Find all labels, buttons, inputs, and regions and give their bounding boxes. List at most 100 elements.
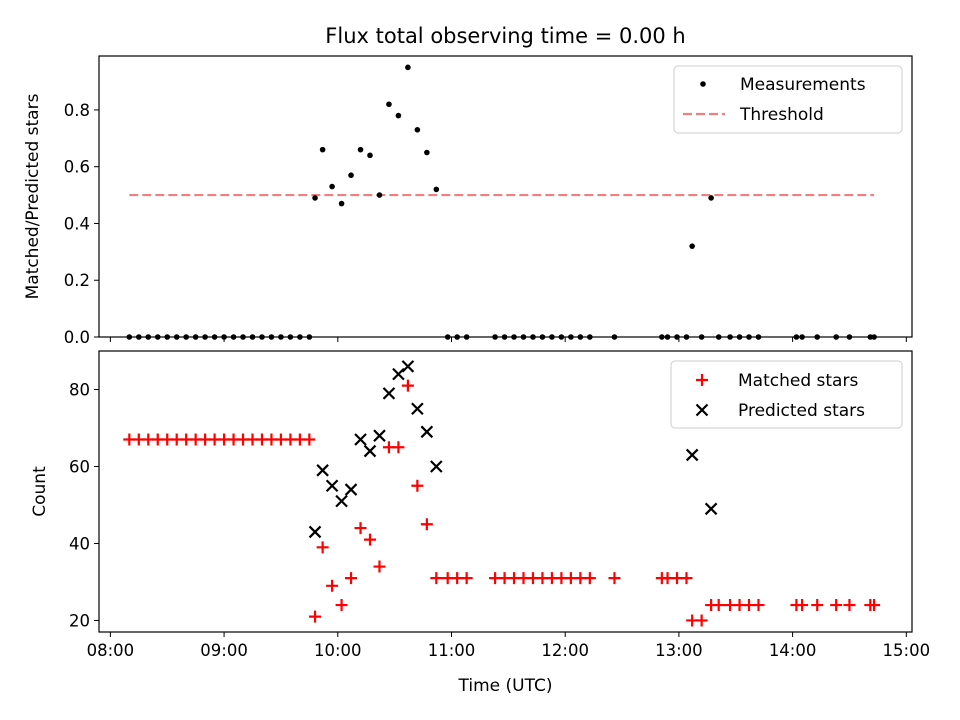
y-axis-label: Matched/Predicted stars xyxy=(23,93,43,299)
measurement-point xyxy=(319,146,326,153)
matched-star-point xyxy=(303,433,316,446)
x-tick-label: 08:00 xyxy=(87,641,135,660)
matched-star-point xyxy=(430,572,443,585)
legend-box xyxy=(673,65,903,134)
x-tick-label: 12:00 xyxy=(541,641,589,660)
y-tick-label: 0.6 xyxy=(64,158,90,177)
measurement-point xyxy=(192,334,199,340)
matched-star-point xyxy=(335,599,348,612)
measurement-point xyxy=(530,334,536,340)
measurement-point xyxy=(715,334,722,340)
matched-star-point xyxy=(373,560,386,573)
y-tick-label: 80 xyxy=(69,380,90,399)
measurement-point xyxy=(755,334,762,340)
legend-matched-marker xyxy=(696,374,708,386)
predicted-star-point xyxy=(308,525,322,539)
predicted-star-point xyxy=(344,483,358,496)
matched-star-point xyxy=(401,379,414,392)
matched-star-point xyxy=(752,599,765,612)
measurement-point xyxy=(164,334,171,340)
matched-star-point xyxy=(364,533,376,546)
measurement-point xyxy=(793,334,800,340)
measurement-point xyxy=(154,334,161,340)
measurement-point xyxy=(501,334,508,340)
measurement-point xyxy=(221,334,227,340)
x-tick-label: 13:00 xyxy=(655,641,703,660)
measurement-point xyxy=(259,334,265,340)
measurement-point xyxy=(329,183,335,190)
measurement-point xyxy=(511,334,517,340)
predicted-star-point xyxy=(392,367,405,381)
measurement-point xyxy=(297,334,303,340)
x-axis-label: Time (UTC) xyxy=(458,676,553,696)
matched-star-point xyxy=(608,572,621,585)
measurement-point xyxy=(568,334,574,340)
legend-predicted-marker xyxy=(695,403,709,417)
measurement-point xyxy=(587,334,593,340)
matched-star-point xyxy=(460,572,473,585)
measurement-point xyxy=(240,334,246,340)
measurement-point xyxy=(230,334,237,340)
measurement-point xyxy=(659,334,665,340)
measurement-point xyxy=(357,146,364,153)
predicted-star-point xyxy=(363,444,377,458)
predicted-star-point xyxy=(354,433,367,446)
measurement-point xyxy=(463,334,470,340)
x-tick-label: 14:00 xyxy=(769,641,817,660)
measurement-point xyxy=(414,126,421,133)
measurement-point xyxy=(520,334,527,340)
measurement-point xyxy=(395,112,402,119)
chart-title: Flux total observing time = 0.00 h xyxy=(325,24,685,48)
measurement-point xyxy=(814,334,821,340)
legend-predicted-label: Predicted stars xyxy=(738,401,865,421)
measurement-point xyxy=(689,243,695,249)
matched-star-point xyxy=(695,614,708,627)
measurement-point xyxy=(444,334,451,340)
legend-box xyxy=(670,360,903,429)
measurement-point xyxy=(312,195,318,201)
predicted-star-point xyxy=(685,448,699,462)
matched-star-point xyxy=(680,572,693,585)
measurement-point xyxy=(611,334,618,340)
measurement-point xyxy=(454,334,460,340)
matched-star-point xyxy=(583,572,596,585)
measurement-point xyxy=(145,334,152,340)
predicted-star-point xyxy=(373,429,386,442)
matched-star-point xyxy=(411,479,424,492)
measurement-point xyxy=(539,334,546,340)
measurement-point xyxy=(433,186,440,193)
matched-star-point xyxy=(354,522,367,535)
matched-star-point xyxy=(868,599,881,612)
matched-star-point xyxy=(830,599,843,612)
matched-star-point xyxy=(309,610,322,623)
measurement-point xyxy=(367,152,373,159)
measurement-point xyxy=(683,334,690,340)
predicted-star-point xyxy=(335,494,348,508)
axes-frame xyxy=(98,350,913,633)
bottom-panel: 08:00 09:00 10:00 11:00 12:00 13:00 14:00 15:00… xyxy=(30,350,930,660)
measurement-point xyxy=(211,334,218,340)
matched-star-point xyxy=(420,518,433,531)
measurement-point xyxy=(338,200,345,207)
measurement-point xyxy=(173,334,180,340)
measurement-point xyxy=(674,334,680,340)
measurement-point xyxy=(698,334,705,340)
matched-star-point xyxy=(326,579,339,592)
measurement-point xyxy=(799,334,805,340)
measurement-point xyxy=(549,334,555,340)
matched-star-point xyxy=(345,572,358,585)
y-tick-label: 0.4 xyxy=(64,214,90,233)
measurement-point xyxy=(278,334,284,340)
measurement-point xyxy=(183,334,189,340)
predicted-star-point xyxy=(430,460,443,473)
predicted-star-point xyxy=(420,425,434,439)
predicted-star-point xyxy=(411,402,424,416)
legend-measurements-marker xyxy=(700,81,706,87)
predicted-star-point xyxy=(316,464,329,477)
x-tick-label: 09:00 xyxy=(200,641,248,660)
measurement-point xyxy=(727,334,733,340)
y-axis-label: Count xyxy=(30,466,50,517)
predicted-star-point xyxy=(382,387,396,400)
measurement-point xyxy=(348,172,354,179)
